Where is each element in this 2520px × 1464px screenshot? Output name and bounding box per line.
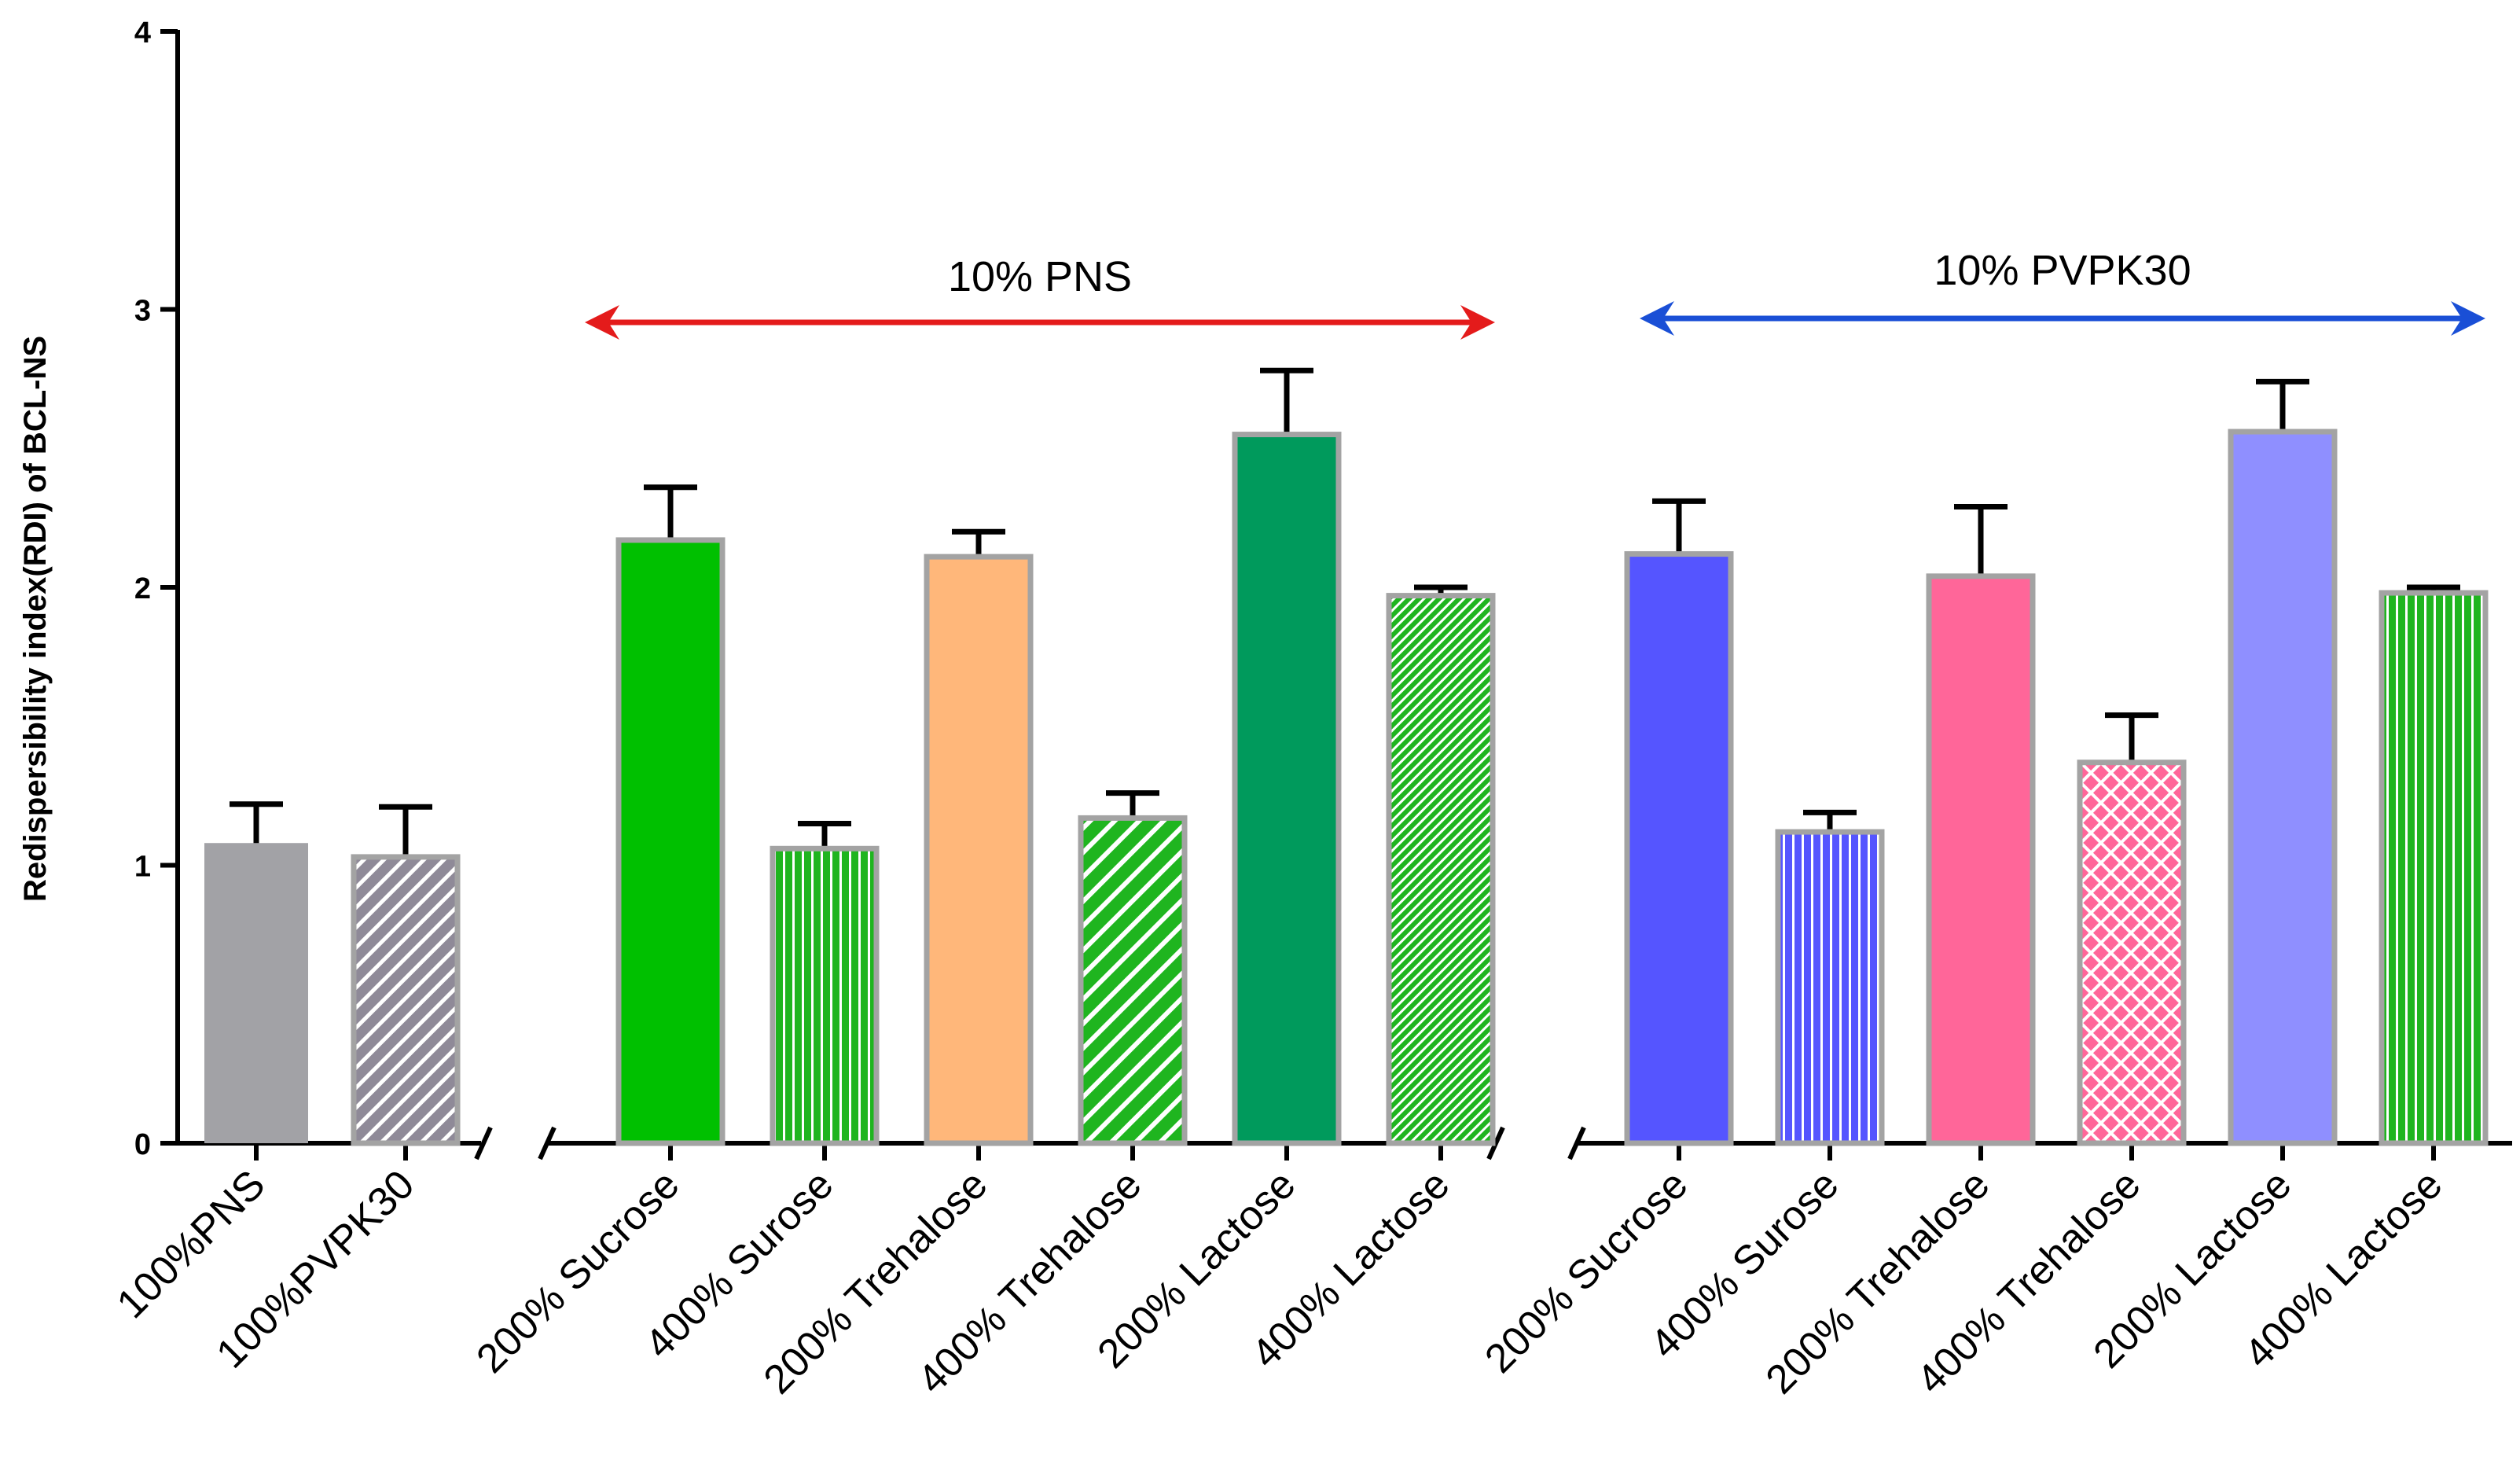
annotation-arrowhead-left [1640,301,1674,336]
y-tick-label: 0 [134,1128,151,1161]
annotation-arrowhead-left [585,305,619,340]
axis-break-mark [1567,1126,1586,1161]
annotation-arrowhead-right [2451,301,2485,336]
bar-400-trehalose [2077,760,2187,1146]
y-tick-label: 1 [134,851,151,884]
bar-100-pns [204,843,308,1143]
y-axis-title-group: Redispersibility index(RDI) of BCL-NS [18,336,53,902]
bar-200-trehalose [1926,573,2036,1146]
bar-400-trehalose [1078,815,1188,1146]
bar-200-lactose [2228,429,2338,1146]
group-annotation-label: 10% PVPK30 [1934,247,2191,294]
group-annotation-label: 10% PNS [948,253,1132,300]
bar-100-pvpk30 [351,854,461,1146]
bars [204,367,2489,1146]
bar-200-trehalose [924,554,1034,1146]
bar-200-sucrose [1624,551,1734,1146]
bar-200-lactose [1232,432,1342,1146]
y-tick-label: 3 [134,295,151,328]
y-tick-label: 2 [134,572,151,605]
y-axis-title: Redispersibility index(RDI) of BCL-NS [18,336,53,902]
bar-400-surose [770,845,880,1146]
bar-400-surose [1775,829,1885,1146]
x-category-label: 100%PNS [108,1161,274,1327]
axis-break-mark [474,1126,493,1161]
bar-400-lactose [2379,590,2489,1146]
bar-400-lactose [1386,593,1496,1146]
y-tick-label: 4 [134,17,151,50]
axis-break-mark [538,1126,557,1161]
group-annotations: 10% PNS 10% PVPK30 [585,247,2485,340]
axis-break-mark [1486,1126,1505,1161]
bar-200-sucrose [615,537,726,1146]
annotation-arrowhead-right [1460,305,1495,340]
